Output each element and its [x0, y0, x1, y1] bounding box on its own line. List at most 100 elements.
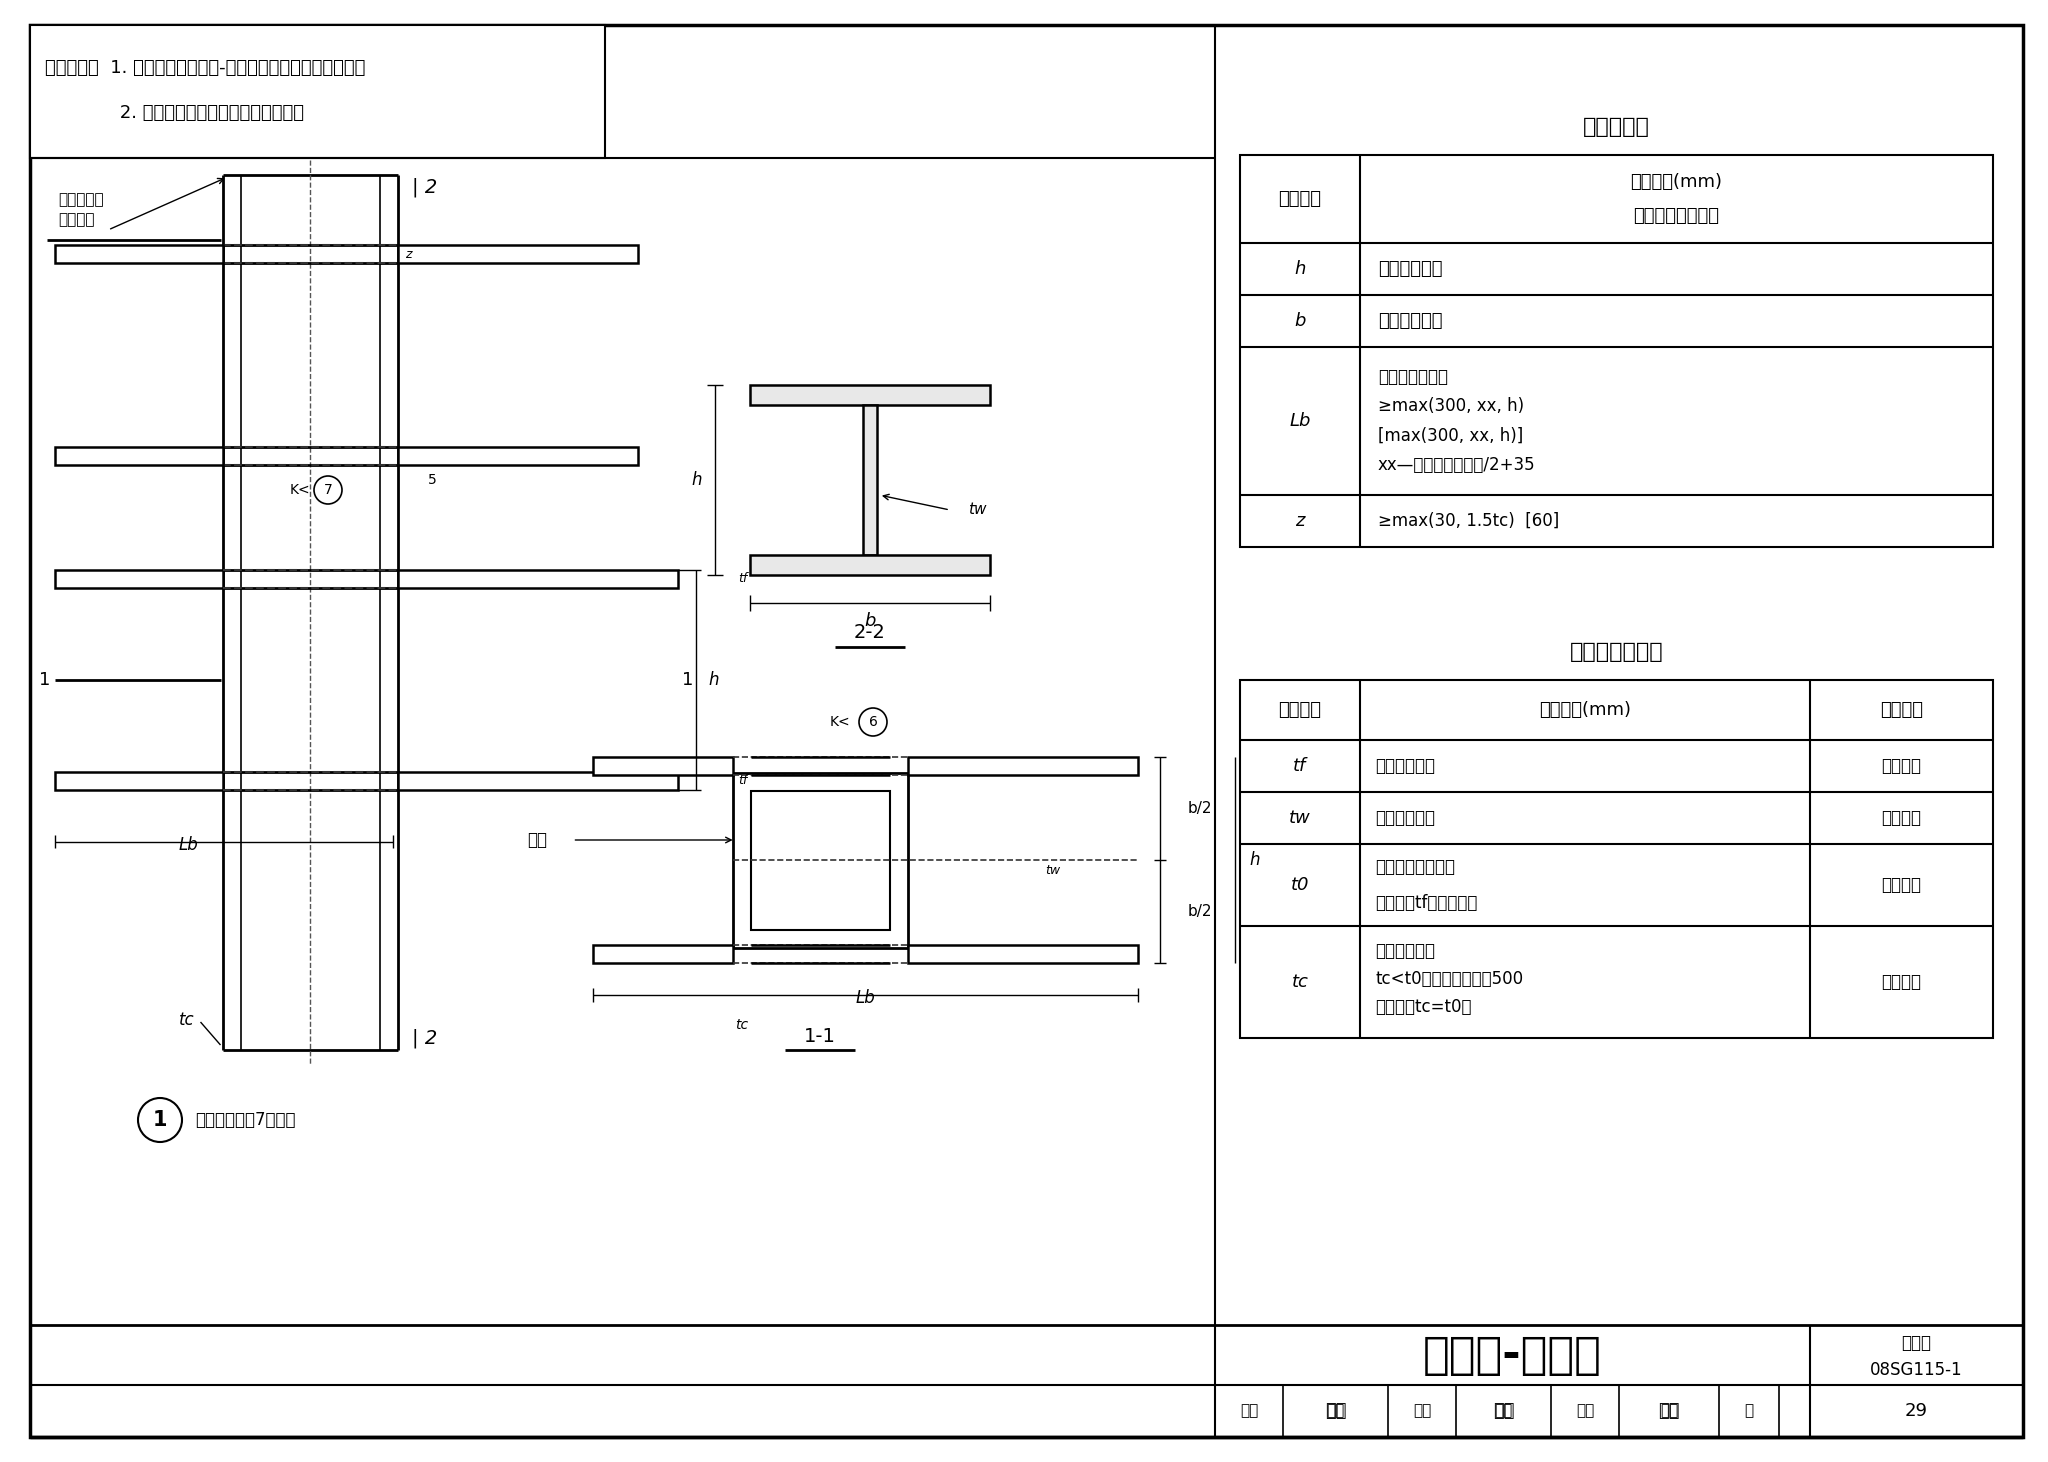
Text: 取各方向tf的最大值。: 取各方向tf的最大值。: [1374, 895, 1477, 912]
Text: 中林: 中林: [1325, 1402, 1346, 1420]
Text: tf: tf: [737, 775, 748, 788]
Bar: [397, 570, 678, 588]
Text: 08SG115-1: 08SG115-1: [1870, 1361, 1962, 1379]
Text: tc<t0时，在梁上下各500: tc<t0时，在梁上下各500: [1374, 969, 1524, 988]
Text: 同梁翼缘宽度: 同梁翼缘宽度: [1378, 311, 1442, 330]
Text: 6: 6: [868, 715, 877, 730]
Text: h: h: [692, 471, 702, 488]
Text: tw: tw: [969, 503, 987, 518]
Bar: [907, 757, 1137, 775]
Text: 与梁相同: 与梁相同: [1882, 757, 1921, 775]
Text: 箱形柱-梁节点: 箱形柱-梁节点: [1423, 1333, 1602, 1377]
Text: z: z: [1294, 512, 1305, 531]
Text: 参数取值(mm): 参数取值(mm): [1630, 173, 1722, 192]
Text: b/2: b/2: [1188, 904, 1212, 920]
Text: K<: K<: [829, 715, 850, 730]
Text: 柱截面壁厚：: 柱截面壁厚：: [1374, 942, 1436, 959]
Text: Lb: Lb: [178, 836, 199, 854]
Text: 未标注焊缝为7号焊缝: 未标注焊缝为7号焊缝: [195, 1111, 295, 1129]
Text: tf: tf: [737, 573, 748, 585]
Text: t0: t0: [1290, 876, 1309, 893]
Text: 与梁相同: 与梁相同: [1882, 876, 1921, 893]
Text: 王浩: 王浩: [1659, 1402, 1679, 1420]
Text: tc: tc: [178, 1012, 195, 1029]
Text: Lb: Lb: [856, 988, 874, 1007]
Text: tc: tc: [735, 1018, 748, 1032]
Text: 29: 29: [1905, 1402, 1927, 1420]
Text: 1: 1: [682, 671, 694, 689]
Text: 板厚符号: 板厚符号: [1278, 700, 1321, 719]
Text: 柱加劲隔板厚度：: 柱加劲隔板厚度：: [1374, 858, 1454, 876]
Text: b: b: [1294, 311, 1307, 330]
Text: 1: 1: [39, 671, 49, 689]
Bar: [592, 757, 733, 775]
Text: 同梁截面高度: 同梁截面高度: [1378, 260, 1442, 278]
Text: 与梁相同: 与梁相同: [1882, 808, 1921, 827]
Text: 顶层钢柱延: 顶层钢柱延: [57, 193, 104, 208]
Bar: [55, 772, 223, 789]
Text: xx—腹板拼接板长度/2+35: xx—腹板拼接板长度/2+35: [1378, 456, 1536, 474]
Text: K<: K<: [289, 482, 311, 497]
Text: Lb: Lb: [1290, 412, 1311, 430]
Bar: [733, 772, 907, 947]
Text: 梁段连接长度：: 梁段连接长度：: [1378, 367, 1448, 386]
Text: tw: tw: [1288, 808, 1311, 827]
Bar: [750, 791, 889, 930]
Text: 刘岩: 刘岩: [1495, 1404, 1513, 1418]
Text: 同梁翼缘厚度: 同梁翼缘厚度: [1374, 757, 1436, 775]
Text: | 2: | 2: [412, 177, 438, 197]
Text: 1: 1: [154, 1110, 168, 1130]
Bar: [1239, 155, 1993, 547]
Text: b/2: b/2: [1188, 801, 1212, 816]
Text: 校对: 校对: [1413, 1404, 1432, 1418]
Bar: [55, 570, 223, 588]
Text: 设计: 设计: [1575, 1404, 1593, 1418]
Bar: [397, 447, 637, 465]
Text: 参数名称: 参数名称: [1278, 190, 1321, 208]
Text: 同梁腹板厚度: 同梁腹板厚度: [1374, 808, 1436, 827]
Bar: [592, 944, 733, 963]
Text: 刘岩: 刘岩: [1493, 1402, 1513, 1420]
Text: 限制值［参考值］: 限制值［参考值］: [1634, 208, 1720, 225]
Text: 伸到此处: 伸到此处: [57, 212, 94, 228]
Text: 适用范围：  1. 多高层钢结构、钢-混凝土混合结构中的钢框架；: 适用范围： 1. 多高层钢结构、钢-混凝土混合结构中的钢框架；: [45, 58, 365, 77]
Text: 节点钢板厚度表: 节点钢板厚度表: [1569, 642, 1663, 662]
Text: ≥max(300, xx, h): ≥max(300, xx, h): [1378, 398, 1524, 415]
Text: 页: 页: [1745, 1404, 1753, 1418]
Text: tc: tc: [1292, 974, 1309, 991]
Text: 板厚取值(mm): 板厚取值(mm): [1538, 700, 1630, 719]
Text: h: h: [1294, 260, 1307, 278]
Bar: [397, 246, 637, 263]
Text: 审核: 审核: [1239, 1404, 1257, 1418]
Bar: [750, 556, 989, 575]
Bar: [55, 246, 223, 263]
Text: 王浩: 王浩: [1659, 1404, 1677, 1418]
Bar: [1239, 680, 1993, 1038]
Text: tf: tf: [1294, 757, 1307, 775]
Text: 2. 抗震设防地区及非抗震设防地区。: 2. 抗震设防地区及非抗震设防地区。: [45, 104, 303, 121]
Text: tw: tw: [1044, 864, 1061, 877]
Bar: [31, 25, 604, 158]
Text: z: z: [406, 247, 412, 260]
Text: 7: 7: [324, 482, 332, 497]
Bar: [907, 944, 1137, 963]
Text: 2-2: 2-2: [854, 623, 887, 642]
Text: | 2: | 2: [412, 1028, 438, 1048]
Text: 范围内取tc=t0。: 范围内取tc=t0。: [1374, 997, 1473, 1016]
Text: 节点参数表: 节点参数表: [1583, 117, 1651, 137]
Bar: [397, 772, 678, 789]
Text: [max(300, xx, h)]: [max(300, xx, h)]: [1378, 427, 1524, 444]
Text: ≥max(30, 1.5tc)  [60]: ≥max(30, 1.5tc) [60]: [1378, 512, 1559, 531]
Text: 材质要求: 材质要求: [1880, 700, 1923, 719]
Text: 钢柱: 钢柱: [528, 830, 547, 849]
Text: h: h: [709, 671, 719, 689]
Bar: [55, 447, 223, 465]
Text: b: b: [864, 613, 877, 630]
Text: 申林: 申林: [1327, 1404, 1346, 1418]
Text: 5: 5: [428, 474, 436, 487]
Bar: [750, 385, 989, 405]
Bar: [862, 405, 877, 556]
Text: h: h: [1249, 851, 1260, 868]
Text: 1-1: 1-1: [805, 1026, 836, 1045]
Text: 图集号: 图集号: [1901, 1333, 1931, 1352]
